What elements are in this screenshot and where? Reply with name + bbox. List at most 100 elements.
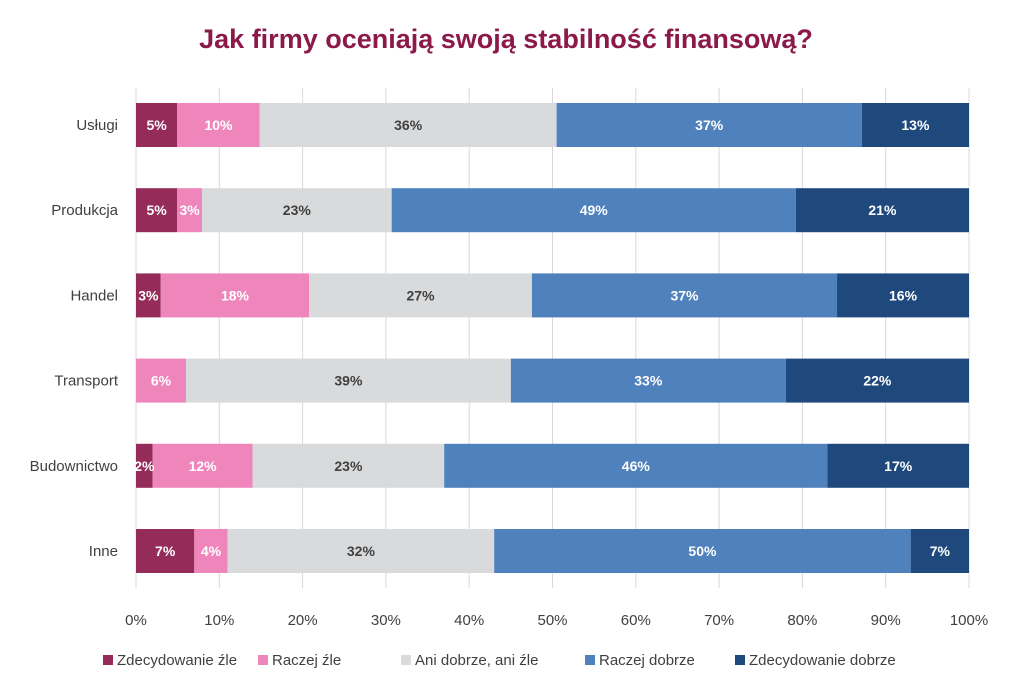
bar-segment: [227, 529, 495, 573]
data-label: 2%: [134, 458, 155, 474]
data-label: 23%: [283, 202, 312, 218]
bar-segment: [252, 443, 445, 488]
legend-item: Raczej dobrze: [585, 652, 695, 669]
category-label: Inne: [89, 543, 118, 560]
bar-segment: [391, 188, 796, 233]
category-label: Budownictwo: [30, 458, 118, 475]
data-label: 13%: [901, 117, 930, 133]
gridlines: [135, 88, 970, 588]
data-label: 4%: [201, 543, 222, 559]
data-label: 12%: [189, 458, 218, 474]
data-label: 21%: [868, 202, 897, 218]
bar-segment: [177, 188, 202, 233]
data-label: 22%: [863, 373, 892, 389]
bar-segment: [136, 188, 178, 233]
data-label: 23%: [334, 458, 363, 474]
x-tick-label: 60%: [621, 612, 651, 629]
bar-row: [136, 273, 969, 318]
legend-swatch: [258, 655, 268, 665]
data-label: 32%: [347, 543, 376, 559]
bars: [136, 103, 969, 573]
data-label: 5%: [147, 117, 168, 133]
data-label: 5%: [147, 202, 168, 218]
data-label: 18%: [221, 287, 250, 303]
bar-segment: [785, 358, 969, 403]
bar-segment: [185, 358, 511, 403]
legend-label: Zdecydowanie źle: [117, 652, 237, 669]
bar-segment: [494, 529, 911, 573]
data-label: 10%: [204, 117, 233, 133]
data-label: 17%: [884, 458, 913, 474]
x-tick-label: 40%: [454, 612, 484, 629]
category-label: Transport: [54, 373, 118, 390]
data-label: 3%: [179, 202, 200, 218]
data-labels: 5% 10% 36% 37% 13% 5% 3% 23% 49% 21% 3% 18% 27% 37% 16…: [134, 117, 950, 559]
data-label: 46%: [622, 458, 651, 474]
data-label: 3%: [138, 287, 159, 303]
x-tick-label: 10%: [204, 612, 234, 629]
chart-title: Jak firmy oceniają swoją stabilność fina…: [199, 24, 813, 54]
bar-segment: [259, 103, 557, 147]
bar-segment: [510, 358, 786, 403]
bar-segment: [136, 103, 178, 147]
bar-row: [136, 103, 969, 147]
bar-segment: [795, 188, 969, 233]
bar-segment: [556, 103, 862, 147]
data-label: 37%: [695, 117, 724, 133]
bar-segment: [136, 529, 195, 573]
bar-row: [136, 358, 969, 403]
legend-swatch: [585, 655, 595, 665]
x-tick-label: 30%: [371, 612, 401, 629]
data-label: 7%: [155, 543, 176, 559]
x-tick-label: 100%: [950, 612, 988, 629]
legend-swatch: [401, 655, 411, 665]
bar-segment: [160, 273, 310, 318]
data-label: 39%: [334, 373, 363, 389]
data-label: 37%: [670, 287, 699, 303]
bar-segment: [531, 273, 838, 318]
bar-segment: [201, 188, 392, 233]
x-tick-label: 20%: [288, 612, 318, 629]
bar-segment: [136, 358, 186, 403]
data-label: 36%: [394, 117, 423, 133]
bar-segment: [152, 443, 253, 488]
bar-segment: [861, 103, 969, 147]
bar-segment: [136, 273, 161, 318]
legend-swatch: [735, 655, 745, 665]
legend-item: Raczej źle: [258, 652, 341, 669]
legend-swatch: [103, 655, 113, 665]
category-label: Usługi: [76, 117, 118, 134]
x-tick-label: 50%: [537, 612, 567, 629]
bar-row: [136, 529, 969, 573]
bar-segment: [827, 443, 969, 488]
data-label: 50%: [688, 543, 717, 559]
legend-item: Zdecydowanie źle: [103, 652, 237, 669]
bar-segment: [194, 529, 228, 573]
bar-segment: [309, 273, 532, 318]
legend-label: Zdecydowanie dobrze: [749, 652, 896, 669]
x-tick-label: 0%: [125, 612, 147, 629]
bar-segment: [177, 103, 260, 147]
data-label: 16%: [889, 287, 918, 303]
category-axis: Usługi Produkcja Handel Transport Budownictw…: [30, 117, 119, 560]
x-tick-label: 80%: [787, 612, 817, 629]
legend: Zdecydowanie źle Raczej źle Ani dobrze, an…: [103, 652, 896, 669]
data-label: 27%: [407, 287, 436, 303]
data-label: 6%: [151, 373, 172, 389]
category-label: Handel: [70, 287, 118, 304]
bar-segment: [837, 273, 969, 318]
bar-row: [136, 188, 969, 233]
data-label: 33%: [634, 373, 663, 389]
legend-label: Ani dobrze, ani źle: [415, 652, 538, 669]
bar-row: [136, 443, 969, 488]
bar-segment: [910, 529, 969, 573]
x-tick-label: 70%: [704, 612, 734, 629]
bar-segment: [136, 443, 153, 488]
category-label: Produkcja: [51, 202, 118, 219]
data-label: 7%: [930, 543, 951, 559]
legend-label: Raczej dobrze: [599, 652, 695, 669]
value-axis: 0% 10% 20% 30% 40% 50% 60% 70% 80% 90% 100%: [125, 612, 988, 629]
x-tick-label: 90%: [871, 612, 901, 629]
